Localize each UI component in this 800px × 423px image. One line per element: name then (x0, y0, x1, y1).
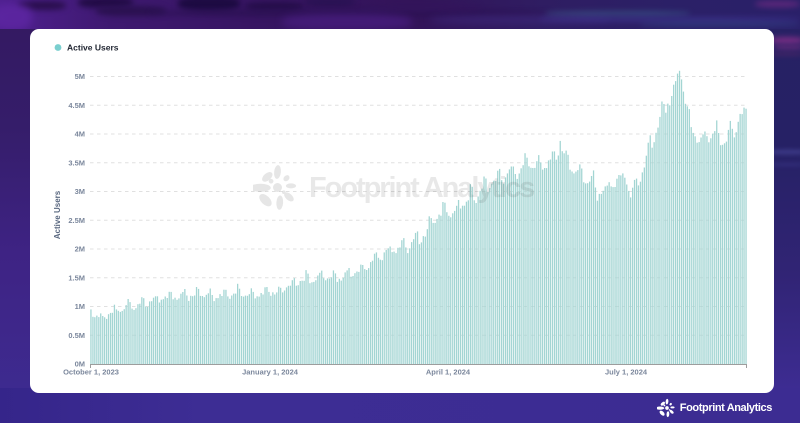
svg-text:4M: 4M (75, 130, 85, 139)
svg-text:January 1, 2024: January 1, 2024 (242, 368, 299, 377)
svg-text:3M: 3M (75, 187, 85, 196)
svg-text:Active Users: Active Users (53, 190, 62, 239)
svg-text:0.5M: 0.5M (68, 331, 85, 340)
svg-text:April 1, 2024: April 1, 2024 (426, 368, 471, 377)
svg-text:3.5M: 3.5M (68, 158, 85, 167)
svg-text:October 1, 2023: October 1, 2023 (63, 368, 119, 377)
svg-text:2M: 2M (75, 245, 85, 254)
svg-text:0M: 0M (75, 360, 85, 369)
svg-text:4.5M: 4.5M (68, 101, 85, 110)
svg-text:1M: 1M (75, 302, 85, 311)
svg-text:5M: 5M (75, 72, 85, 81)
svg-text:2.5M: 2.5M (68, 216, 85, 225)
svg-text:July 1, 2024: July 1, 2024 (605, 368, 648, 377)
svg-text:1.5M: 1.5M (68, 273, 85, 282)
svg-text:Active Users: Active Users (67, 43, 119, 53)
